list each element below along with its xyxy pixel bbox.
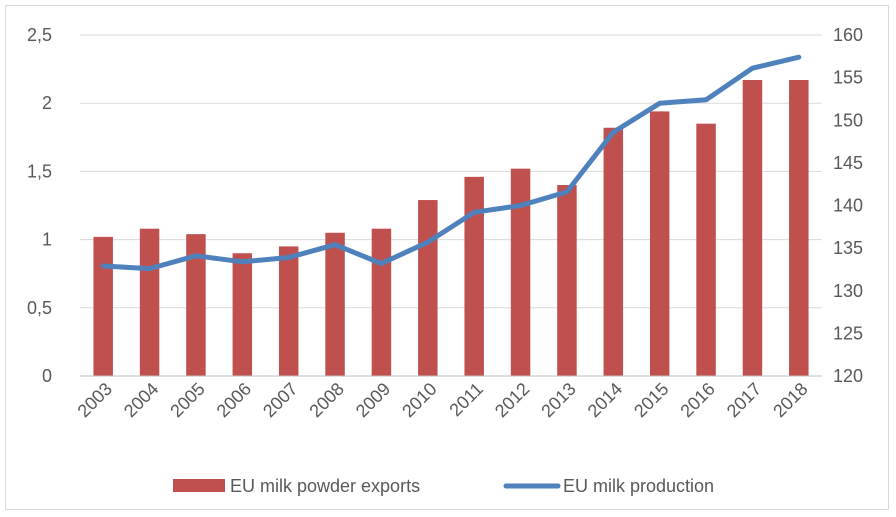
right-axis-tick-label: 120 <box>833 366 863 386</box>
x-axis-tick-label: 2003 <box>74 379 116 421</box>
bar <box>557 185 577 376</box>
left-axis-tick-label: 2 <box>42 93 52 113</box>
left-axis-tick-label: 1 <box>42 230 52 250</box>
bar <box>325 232 345 376</box>
legend: EU milk powder exports EU milk productio… <box>173 476 714 496</box>
right-axis-tick-label: 160 <box>833 25 863 45</box>
right-axis-tick-label: 140 <box>833 196 863 216</box>
right-axis-tick-label: 125 <box>833 323 863 343</box>
left-axis-tick-labels: 0 0,5 1 1,5 2 2,5 <box>27 25 52 386</box>
bar <box>186 234 206 376</box>
x-axis-tick-label: 2008 <box>305 379 347 421</box>
legend-label-production: EU milk production <box>563 476 714 496</box>
bar <box>278 246 299 376</box>
x-axis-tick-label: 2014 <box>584 379 626 421</box>
bar <box>789 80 809 377</box>
x-axis-tick-label: 2015 <box>630 379 672 421</box>
x-axis-tick-label: 2007 <box>259 379 301 421</box>
x-axis-tick-label: 2013 <box>537 379 579 421</box>
bar <box>232 253 253 376</box>
bar <box>742 80 763 377</box>
x-axis-tick-label: 2012 <box>491 379 533 421</box>
x-axis-tick-label: 2006 <box>213 379 255 421</box>
left-axis-tick-label: 0 <box>42 366 52 386</box>
legend-swatch-exports <box>173 479 225 492</box>
x-axis-tick-label: 2010 <box>398 379 440 421</box>
left-axis-tick-label: 2,5 <box>27 25 52 45</box>
x-axis-tick-label: 2011 <box>445 379 487 421</box>
series-line <box>100 54 802 272</box>
bar <box>603 127 624 376</box>
legend-label-exports: EU milk powder exports <box>230 476 420 496</box>
left-axis-tick-label: 1,5 <box>27 161 52 181</box>
bar <box>649 111 670 376</box>
bar-series-exports <box>93 80 809 377</box>
x-axis-tick-label: 2016 <box>676 379 718 421</box>
right-axis-tick-label: 135 <box>833 238 863 258</box>
x-axis-tick-label: 2009 <box>352 379 394 421</box>
left-axis-tick-label: 0,5 <box>27 298 52 318</box>
right-axis-tick-label: 145 <box>833 153 863 173</box>
bar <box>371 228 392 376</box>
bar <box>696 123 716 376</box>
right-axis-tick-label: 130 <box>833 281 863 301</box>
bar <box>510 168 531 376</box>
x-axis-tick-label: 2005 <box>166 379 208 421</box>
x-axis-tick-label: 2004 <box>120 379 162 421</box>
x-axis-tick-labels: 2003 2004 2005 2006 2007 2008 2009 2010 2011 2012… <box>74 379 812 421</box>
x-axis-tick-label: 2018 <box>769 379 811 421</box>
bar <box>139 228 160 376</box>
right-axis-tick-label: 150 <box>833 110 863 130</box>
right-axis-tick-labels: 120 125 130 135 140 145 150 155 160 <box>833 25 863 386</box>
chart-frame <box>5 5 889 510</box>
x-axis-tick-label: 2017 <box>723 379 765 421</box>
right-axis-tick-label: 155 <box>833 68 863 88</box>
bar <box>418 200 438 376</box>
bar <box>464 176 484 376</box>
bar <box>93 236 113 376</box>
line-series-production <box>100 54 802 272</box>
